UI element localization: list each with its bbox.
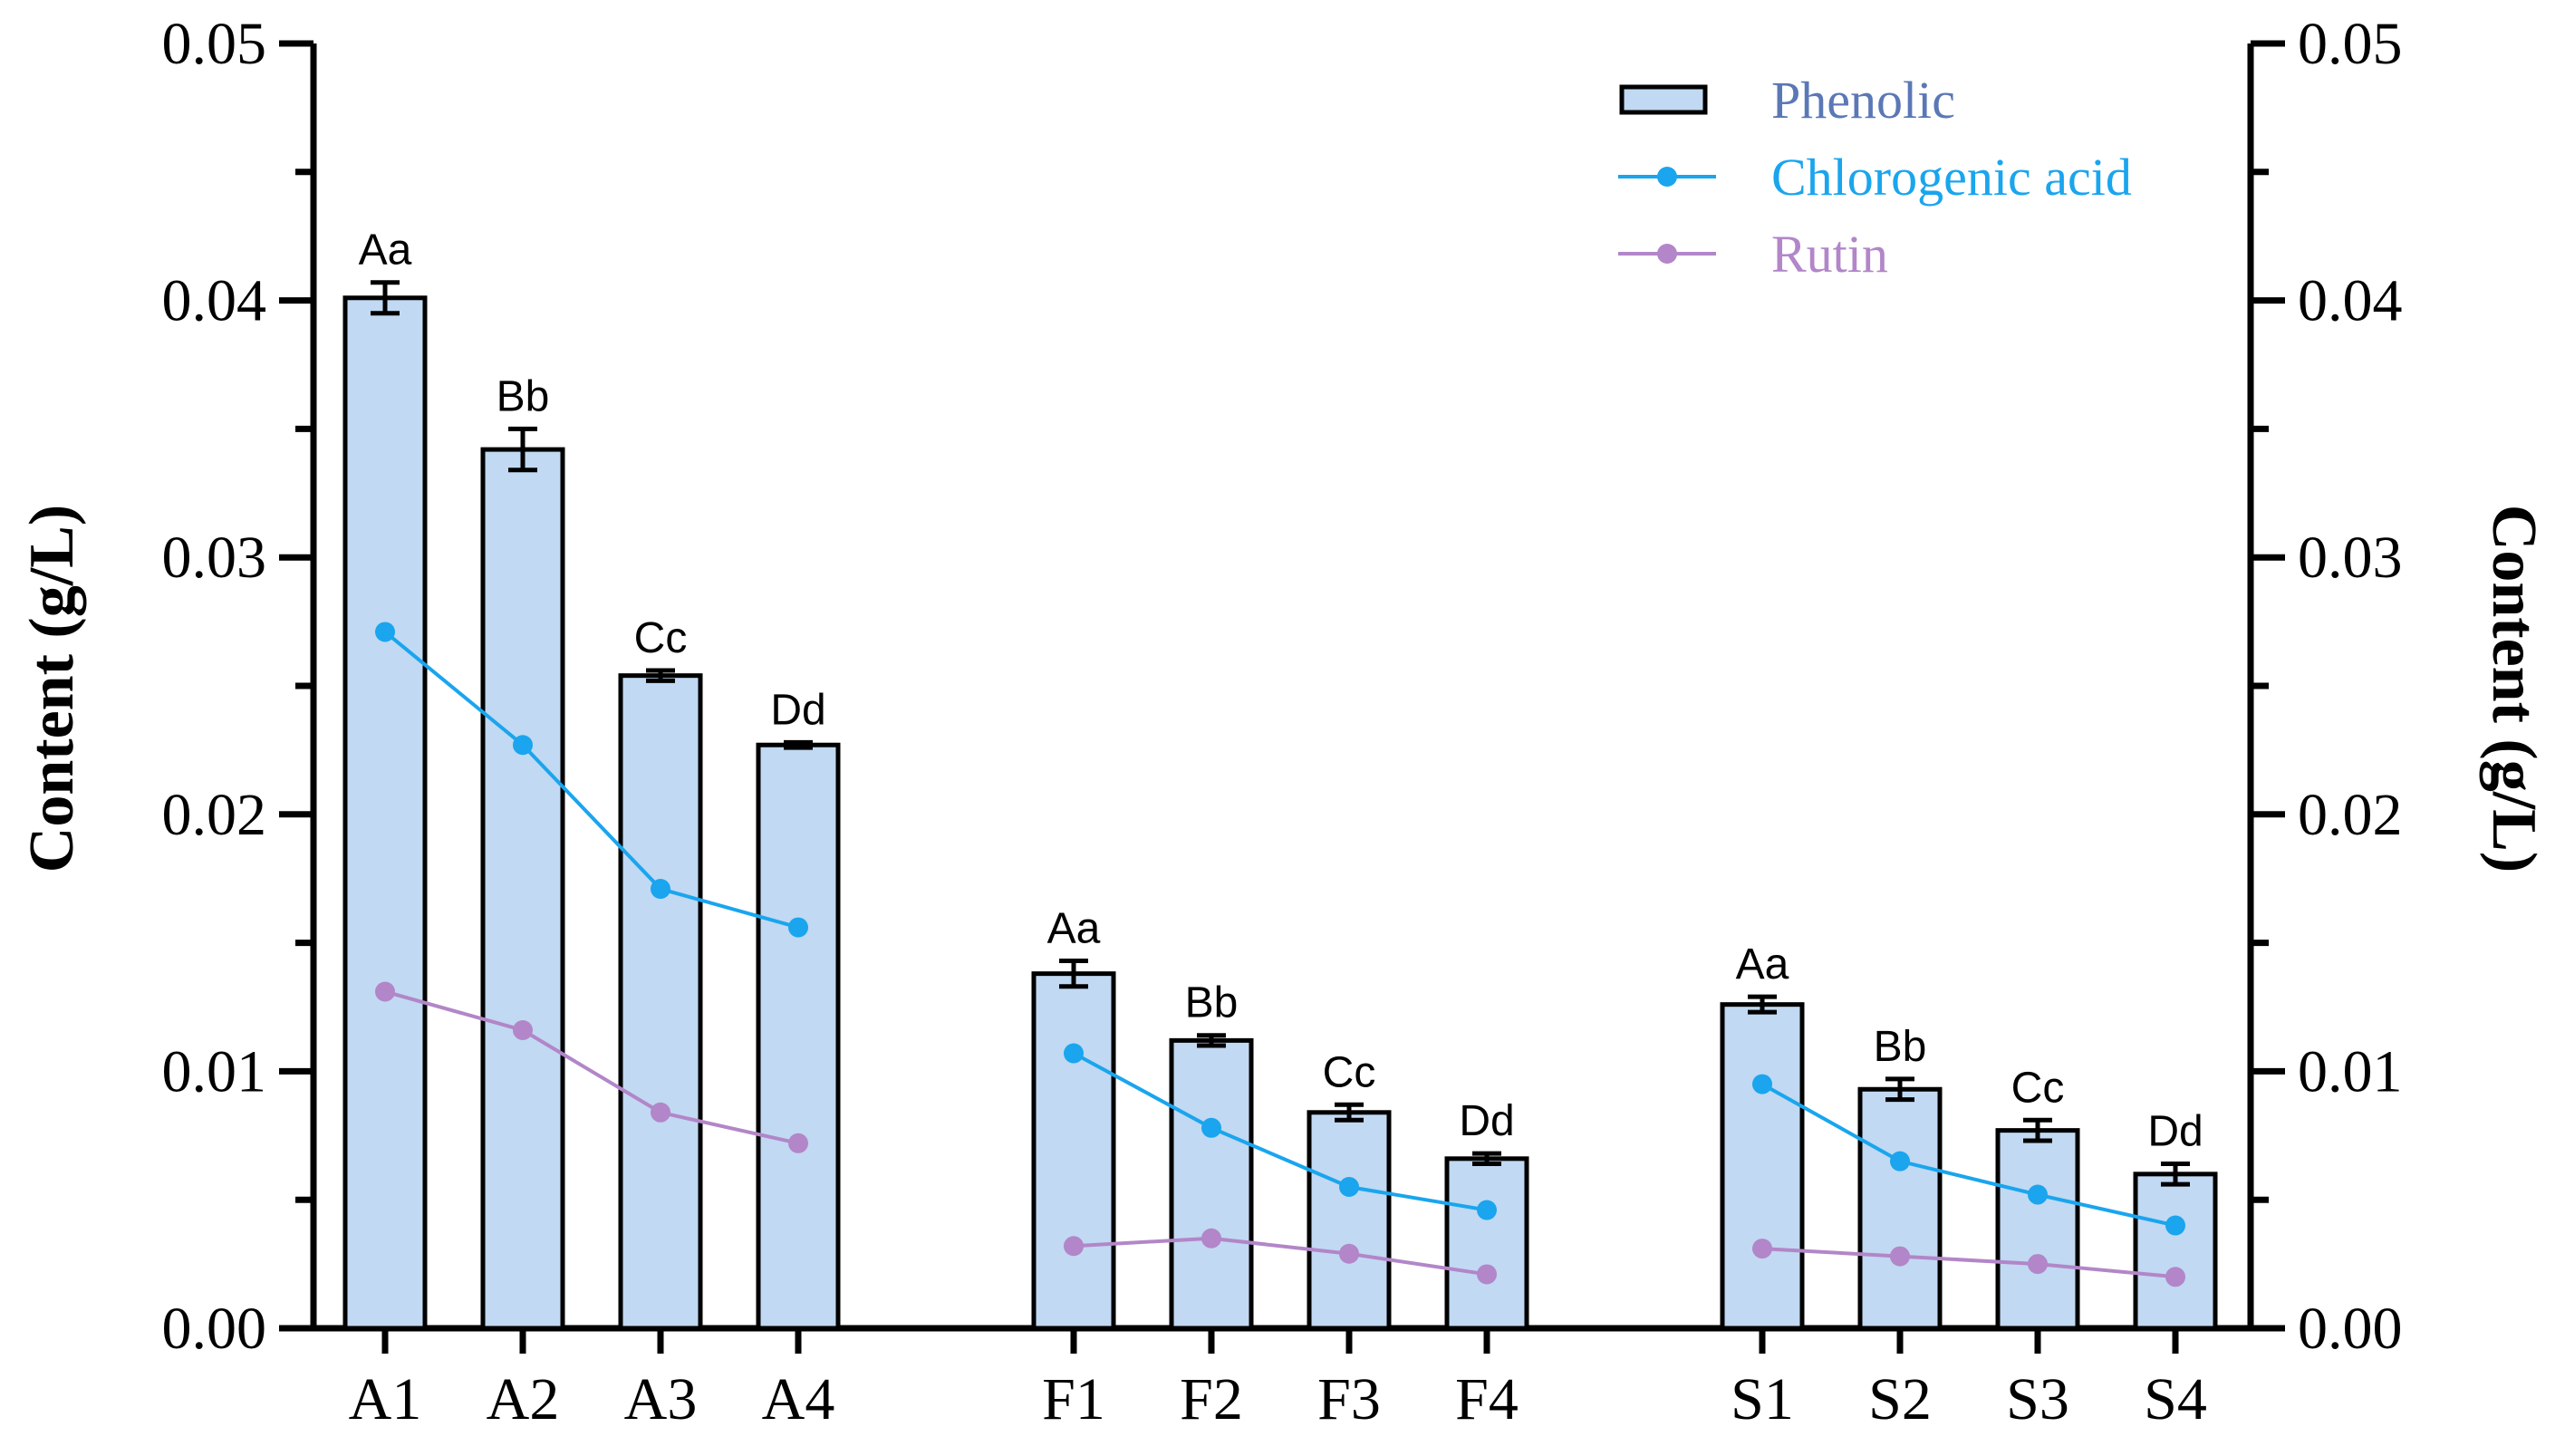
chlorogenic-acid-point-F3	[1339, 1177, 1359, 1198]
chlorogenic-acid-point-A3	[651, 879, 670, 900]
phenolic-bar-A3	[618, 673, 703, 1331]
phenolic-bar-S3	[1995, 1128, 2080, 1331]
x-tick-label-A1: A1	[349, 1366, 422, 1432]
y-tick-label-right: 0.04	[2298, 268, 2403, 334]
chlorogenic-acid-point-S3	[2028, 1184, 2048, 1205]
rutin-line-F	[1073, 1236, 1488, 1277]
rutin-point-S1	[1752, 1239, 1772, 1259]
y-tick-label-left: 0.00	[162, 1296, 267, 1362]
x-tick-label-F2: F2	[1180, 1366, 1243, 1432]
y-tick-label-left: 0.01	[162, 1038, 267, 1104]
series-lines	[375, 622, 2185, 1287]
phenolic-bar-F4	[1444, 1156, 1529, 1331]
rutin-point-F3	[1339, 1243, 1359, 1264]
phenolic-bar-S1	[1720, 1002, 1805, 1331]
significance-label-S2: Bb	[1874, 1023, 1927, 1071]
phenolic-bar-F3	[1307, 1110, 1392, 1331]
legend-swatch-phenolic	[1619, 84, 1708, 115]
y-tick-label-left: 0.05	[162, 11, 267, 77]
rutin-point-A1	[375, 981, 395, 1002]
significance-label-A2: Bb	[497, 372, 550, 420]
chlorogenic-acid-line-S	[1761, 1082, 2176, 1228]
y-tick-label-right: 0.00	[2298, 1296, 2403, 1362]
legend-swatch-point-2	[1657, 244, 1677, 264]
legend-swatch-point-1	[1657, 167, 1677, 187]
x-tick-label-S4: S4	[2144, 1366, 2207, 1432]
significance-label-F4: Dd	[1459, 1097, 1514, 1145]
rutin-point-F2	[1201, 1228, 1221, 1249]
phenolic-bar-A4	[756, 742, 841, 1331]
significance-label-S4: Dd	[2147, 1107, 2203, 1155]
chlorogenic-acid-point-S2	[1890, 1151, 1910, 1172]
significance-label-A4: Dd	[770, 686, 825, 734]
legend: Phenolic Chlorogenic acid Rutin	[1618, 71, 2132, 284]
y-tick-label-left: 0.04	[162, 268, 267, 334]
x-tick-label-A2: A2	[487, 1366, 560, 1432]
rutin-point-S4	[2165, 1267, 2185, 1287]
phenolic-bar-A1	[342, 295, 428, 1331]
rutin-point-S3	[2028, 1254, 2048, 1275]
chlorogenic-acid-point-F1	[1064, 1043, 1084, 1064]
legend-label-0: Phenolic	[1771, 71, 1955, 130]
y-axis-title-left: Content (g/L)	[17, 505, 87, 873]
x-tick-label-F1: F1	[1042, 1366, 1105, 1432]
y-tick-label-left: 0.03	[162, 525, 267, 591]
chlorogenic-acid-point-F4	[1477, 1200, 1497, 1220]
rutin-point-F4	[1477, 1264, 1497, 1285]
significance-label-F3: Cc	[1323, 1048, 1376, 1096]
chlorogenic-acid-line-A	[383, 630, 799, 930]
significance-label-F2: Bb	[1185, 979, 1239, 1027]
rutin-point-S2	[1890, 1246, 1910, 1267]
chlorogenic-acid-point-S4	[2165, 1215, 2185, 1236]
legend-label-2: Rutin	[1771, 225, 1888, 284]
rutin-line-A	[384, 989, 799, 1145]
rutin-point-A3	[651, 1102, 670, 1123]
chlorogenic-acid-point-A2	[513, 735, 533, 756]
phenolic-bar-F1	[1031, 971, 1116, 1331]
rutin-point-A2	[513, 1020, 533, 1041]
y-tick-label-right: 0.01	[2298, 1038, 2403, 1104]
y-tick-label-right: 0.05	[2298, 11, 2403, 77]
significance-label-S1: Aa	[1736, 940, 1789, 988]
x-tick-label-F3: F3	[1317, 1366, 1381, 1432]
y-tick-label-right: 0.02	[2298, 782, 2403, 848]
x-tick-label-S1: S1	[1731, 1366, 1794, 1432]
y-tick-label-right: 0.03	[2298, 525, 2403, 591]
legend-label-1: Chlorogenic acid	[1771, 148, 2132, 207]
phenolic-bar-S2	[1857, 1086, 1943, 1331]
phenolic-bars	[342, 280, 2218, 1331]
x-tick-label-S2: S2	[1868, 1366, 1932, 1432]
phenolic-bar-S4	[2133, 1172, 2218, 1331]
significance-label-S3: Cc	[2011, 1064, 2065, 1112]
phenolic-bar-A2	[480, 447, 565, 1331]
x-tick-label-A3: A3	[624, 1366, 698, 1432]
x-tick-label-A4: A4	[762, 1366, 835, 1432]
chlorogenic-acid-point-A4	[788, 917, 808, 938]
x-tick-label-F4: F4	[1455, 1366, 1519, 1432]
rutin-line-S	[1761, 1247, 2176, 1279]
phenolic-bar-F2	[1169, 1037, 1254, 1331]
significance-label-A1: Aa	[359, 227, 412, 275]
chlorogenic-acid-point-S1	[1752, 1074, 1772, 1094]
rutin-point-F1	[1064, 1236, 1084, 1257]
significance-label-A3: Cc	[634, 614, 688, 662]
rutin-point-A4	[788, 1133, 808, 1153]
x-tick-label-S3: S3	[2006, 1366, 2069, 1432]
chlorogenic-acid-line-F	[1073, 1051, 1488, 1212]
y-tick-label-left: 0.02	[162, 782, 267, 848]
y-axis-title-right: Content (g/L)	[2479, 505, 2549, 873]
significance-label-F1: Aa	[1047, 904, 1101, 952]
chlorogenic-acid-point-A1	[375, 622, 395, 642]
labels: 0.00 0.00 0.01 0.01 0.02 0.02 0.03 0.03 0.04 0.04…	[162, 11, 2403, 1432]
chlorogenic-acid-point-F2	[1201, 1117, 1221, 1138]
